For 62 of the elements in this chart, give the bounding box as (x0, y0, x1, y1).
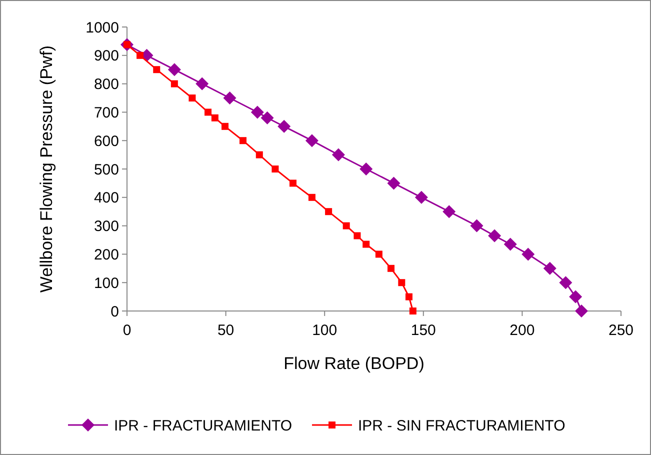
point (409, 308, 416, 314)
x-axis-title: Flow Rate (BOPD) (284, 354, 424, 373)
y-tick-label: 700 (94, 104, 119, 122)
point (211, 114, 218, 122)
point (342, 222, 350, 230)
x-tick-label: 150 (410, 322, 436, 339)
point (256, 151, 263, 158)
y-tick-label: 0 (110, 303, 119, 320)
point (470, 219, 484, 232)
y-tick-label: 800 (94, 76, 119, 94)
point (136, 52, 144, 59)
point (153, 66, 160, 74)
y-tick-label: 500 (94, 161, 119, 178)
point (522, 248, 535, 261)
y-tick-label: 300 (94, 218, 119, 236)
x-tick-label: 200 (510, 322, 535, 339)
point (168, 63, 181, 76)
point (488, 229, 502, 242)
point (574, 304, 588, 318)
point (442, 205, 456, 218)
point (204, 108, 212, 116)
point (559, 276, 572, 290)
x-tick-label: 100 (312, 322, 338, 339)
point (222, 122, 229, 130)
point (387, 176, 400, 190)
point (569, 290, 582, 304)
point (414, 190, 428, 204)
x-tick-label: 0 (122, 322, 132, 339)
y-tick-label: 400 (94, 190, 119, 207)
y-tick-label: 1000 (86, 19, 119, 36)
y-tick-label: 600 (94, 132, 119, 150)
point (543, 262, 556, 275)
point (387, 264, 394, 272)
point (170, 80, 178, 88)
point (405, 293, 412, 300)
point (239, 137, 246, 144)
legend-label: IPR - SIN FRACTURAMIENTO (358, 417, 566, 434)
point (278, 120, 291, 133)
point (398, 279, 406, 286)
point (272, 166, 279, 172)
point (305, 134, 318, 148)
x-tick-label: 50 (217, 322, 234, 339)
y-tick-label: 100 (94, 274, 119, 292)
point (260, 111, 274, 124)
point (362, 240, 370, 248)
point (360, 162, 373, 176)
point (354, 232, 361, 240)
point (289, 180, 296, 187)
point (332, 148, 345, 162)
point (375, 250, 382, 258)
point (308, 194, 316, 201)
point (325, 208, 332, 216)
point (223, 92, 236, 104)
y-tick-label: 200 (94, 246, 119, 264)
y-tick-label: 900 (94, 48, 119, 65)
legend-label: IPR - FRACTURAMIENTO (114, 417, 292, 434)
x-tick-label: 250 (608, 322, 634, 339)
point (504, 238, 517, 251)
point (250, 106, 264, 119)
point (196, 77, 209, 90)
y-axis-title: Wellbore Flowing Pressure (Pwf) (37, 45, 56, 293)
point (188, 94, 196, 102)
